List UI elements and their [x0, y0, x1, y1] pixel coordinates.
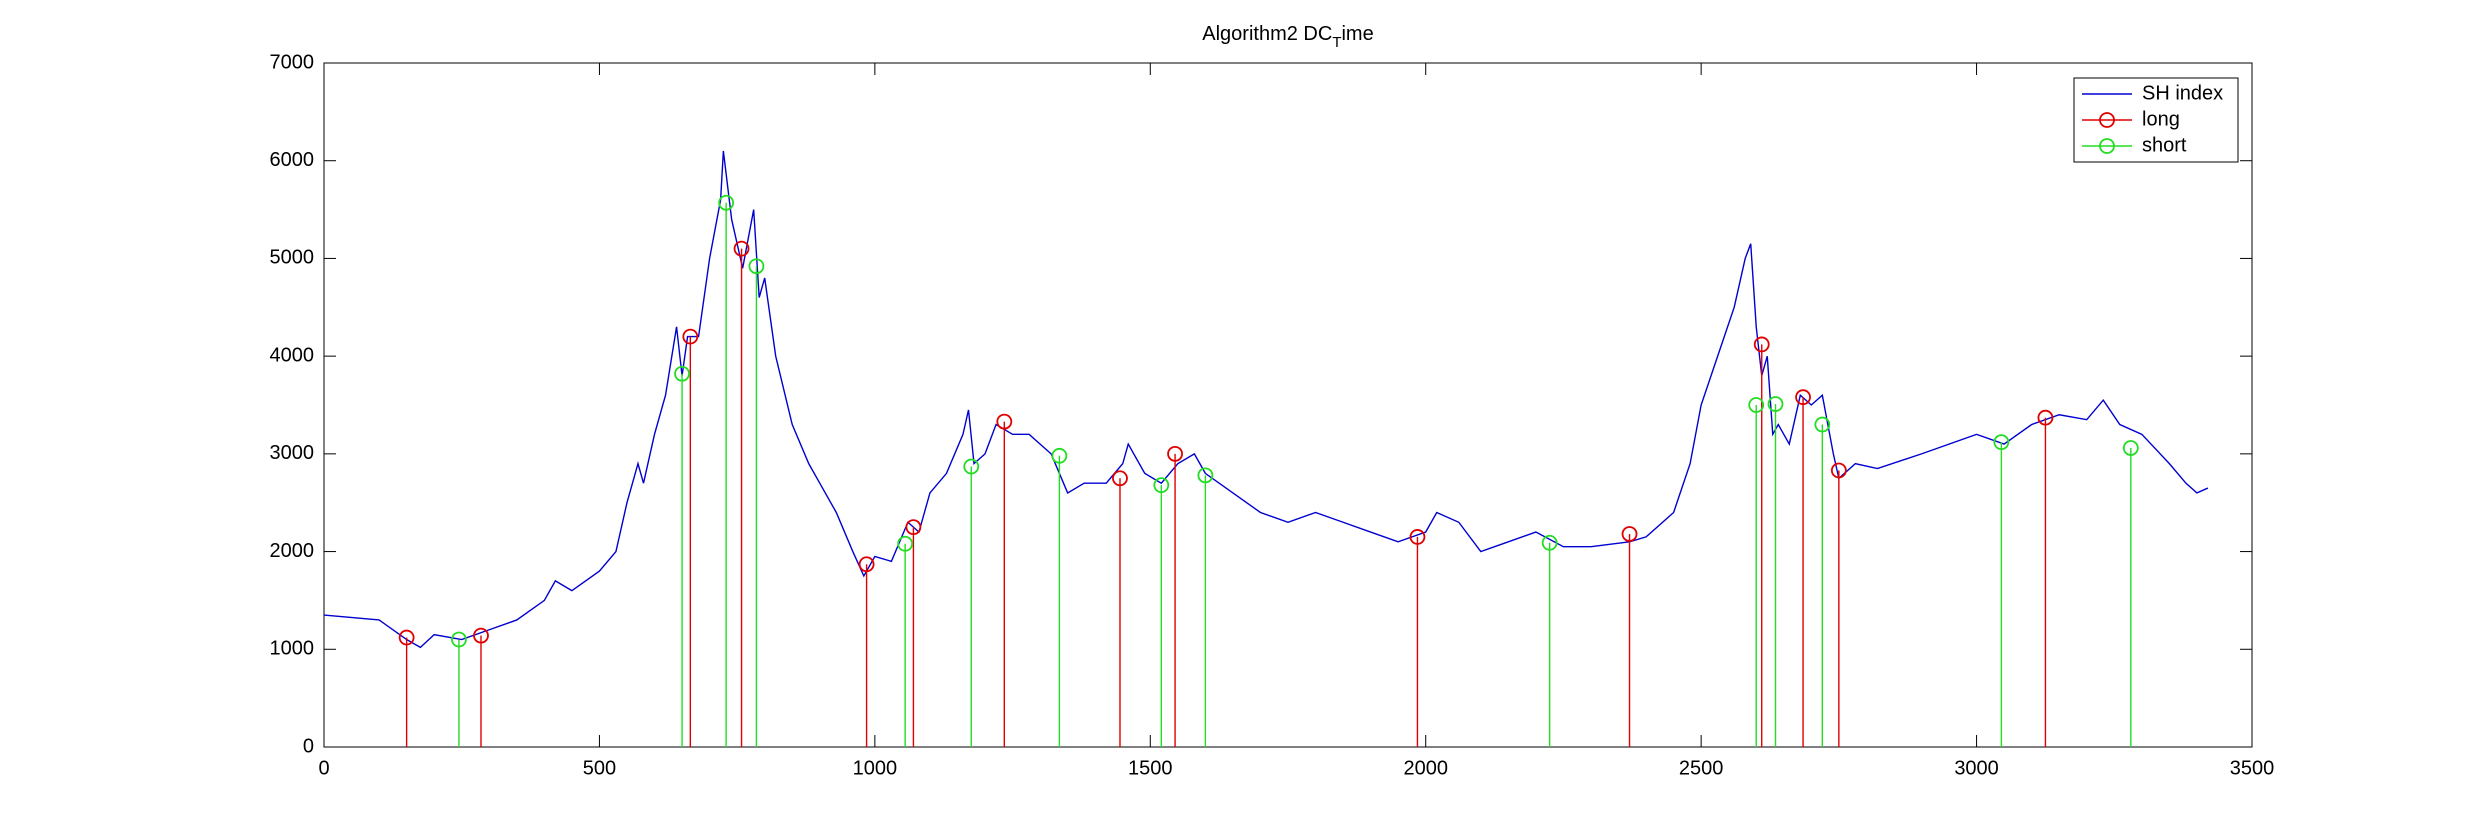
y-tick-label: 3000: [270, 442, 315, 464]
stem-marker: [1621, 526, 1638, 542]
stem-marker: [674, 365, 690, 382]
stem-marker: [451, 631, 467, 648]
stem-marker: [1541, 534, 1558, 551]
y-tick-label: 4000: [270, 344, 315, 366]
stem-marker: [1153, 477, 1170, 494]
stem-marker: [1748, 397, 1765, 413]
stem-marker: [858, 556, 875, 573]
title-subscript: T: [1332, 34, 1341, 51]
stem-marker: [1197, 467, 1214, 484]
stem-marker: [1051, 447, 1068, 464]
stem-marker: [1767, 396, 1784, 412]
stem-marker: [1409, 529, 1426, 545]
stem-marker: [905, 519, 922, 536]
x-tick-label: 1500: [1128, 757, 1173, 779]
stem-marker: [748, 258, 765, 275]
legend-marker: [2099, 138, 2115, 154]
x-tick-label: 3000: [1954, 757, 1999, 779]
title-part: ime: [1341, 23, 1373, 45]
stem-marker: [897, 535, 914, 552]
stem-marker: [1830, 462, 1847, 479]
y-tick-label: 1000: [270, 638, 315, 660]
legend-label: SH index: [2142, 82, 2223, 104]
stem-marker: [398, 629, 415, 646]
title-part: Algorithm2 DC: [1202, 23, 1332, 45]
stem-marker: [718, 194, 735, 211]
y-tick-label: 2000: [270, 540, 315, 562]
stem-marker: [1167, 445, 1183, 462]
stem-marker: [1795, 389, 1811, 406]
stem-marker: [473, 627, 489, 644]
stem-marker: [963, 458, 980, 475]
legend-marker: [2099, 112, 2115, 128]
stem-marker: [2122, 440, 2139, 456]
legend-label: short: [2142, 134, 2187, 156]
stem-marker: [1753, 336, 1770, 353]
stem-marker: [1112, 470, 1128, 487]
stem-marker: [2037, 409, 2054, 426]
x-tick-label: 0: [318, 757, 329, 779]
stem-marker: [1993, 434, 2010, 451]
x-tick-label: 2000: [1403, 757, 1448, 779]
chart-title: Algorithm2 DCTime: [1202, 23, 1373, 51]
y-tick-label: 6000: [270, 149, 315, 171]
x-tick-label: 2500: [1679, 757, 1724, 779]
y-tick-label: 0: [303, 735, 314, 757]
y-tick-label: 5000: [270, 247, 315, 269]
stem-marker: [996, 413, 1013, 430]
legend-label: long: [2142, 108, 2180, 130]
stem-marker: [1814, 416, 1831, 433]
y-tick-label: 7000: [270, 51, 315, 73]
x-tick-label: 500: [583, 757, 616, 779]
plot-area: [323, 62, 2253, 748]
stem-marker: [682, 328, 699, 345]
x-tick-label: 1000: [853, 757, 898, 779]
stem-marker: [733, 240, 750, 257]
x-tick-label: 3500: [2230, 757, 2275, 779]
